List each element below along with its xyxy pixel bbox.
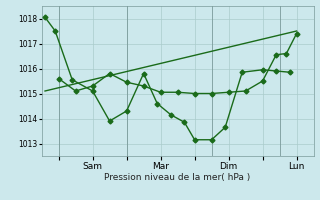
X-axis label: Pression niveau de la mer( hPa ): Pression niveau de la mer( hPa ) xyxy=(104,173,251,182)
